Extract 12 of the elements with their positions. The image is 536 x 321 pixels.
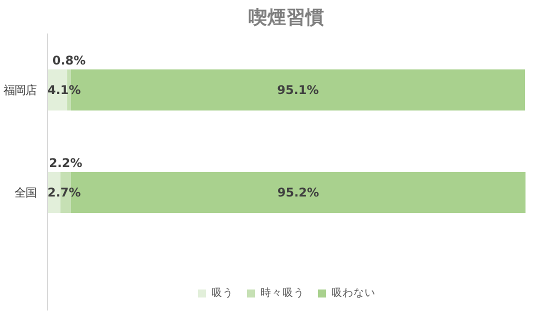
- data-label: 4.1%: [48, 82, 81, 97]
- y-tick-label: 全国: [14, 186, 36, 200]
- legend-label: 時々吸う: [260, 286, 304, 300]
- legend-label: 吸う: [212, 286, 234, 300]
- data-label: 2.2%: [49, 156, 82, 170]
- legend-label: 吸わない: [332, 286, 376, 300]
- y-tick-label: 福岡店: [4, 82, 36, 97]
- data-label: 2.7%: [48, 186, 81, 200]
- chart-title: 喫煙習慣: [248, 6, 324, 28]
- data-label: 95.1%: [277, 82, 319, 97]
- data-label: 95.2%: [277, 186, 320, 200]
- data-label: 0.8%: [52, 53, 86, 68]
